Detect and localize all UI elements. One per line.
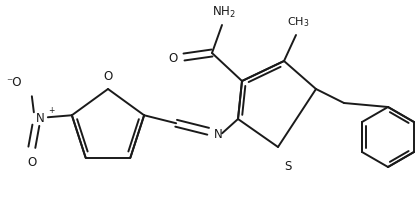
Text: S: S	[284, 159, 291, 172]
Text: ⁻O: ⁻O	[6, 76, 22, 89]
Text: N: N	[36, 111, 44, 124]
Text: N: N	[214, 127, 223, 140]
Text: O: O	[169, 51, 178, 64]
Text: CH$_3$: CH$_3$	[287, 15, 309, 29]
Text: O: O	[27, 155, 36, 169]
Text: +: +	[48, 105, 54, 114]
Text: O: O	[103, 70, 113, 83]
Text: NH$_2$: NH$_2$	[212, 5, 236, 20]
